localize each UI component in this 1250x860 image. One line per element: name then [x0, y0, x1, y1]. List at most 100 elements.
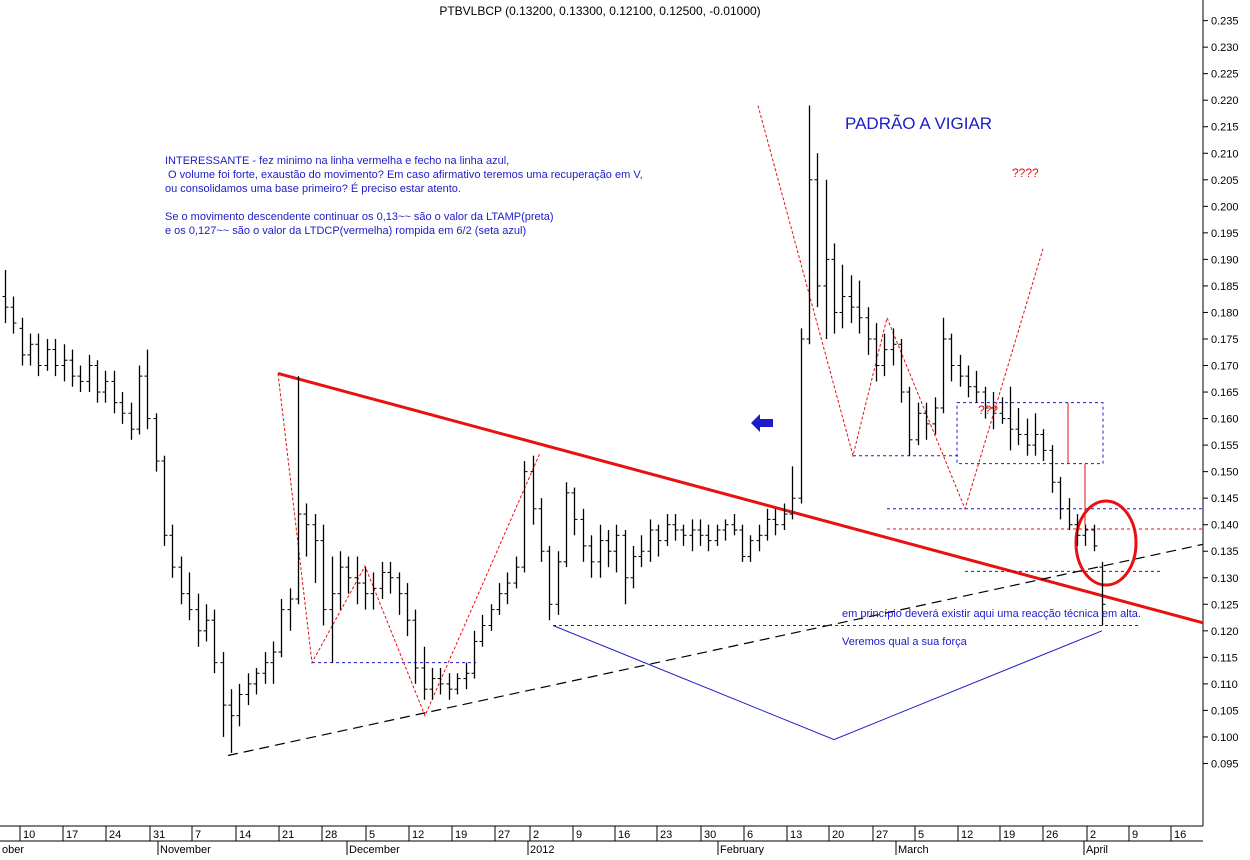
month-tick-label: December — [349, 844, 400, 855]
ohlc-bar — [680, 524, 687, 546]
day-tick-label: 9 — [1132, 829, 1138, 841]
ohlc-bar — [555, 551, 562, 615]
day-tick-label: 16 — [1174, 829, 1186, 841]
ohlc-bar — [915, 402, 922, 446]
ohlc-bar — [571, 487, 578, 536]
ohlc-bar — [471, 630, 478, 679]
price-tick-label: 0.185 — [1211, 281, 1239, 293]
ohlc-bar — [437, 667, 444, 695]
annotation-interessante: INTERESSANTE - fez minimo na linha verme… — [165, 155, 509, 167]
ohlc-bar — [128, 402, 135, 440]
price-tick-label: 0.230 — [1211, 42, 1239, 54]
price-tick-label: 0.120 — [1211, 626, 1239, 638]
day-tick-label: 28 — [325, 829, 337, 841]
ohlc-bar — [19, 317, 26, 366]
ohlc-bar — [689, 519, 696, 552]
ohlc-bar — [262, 652, 269, 684]
ohlc-bar — [731, 514, 738, 536]
month-tick-label: February — [720, 844, 765, 855]
day-tick-label: 30 — [704, 829, 716, 841]
ohlc-bar — [303, 503, 310, 557]
ohlc-bar — [94, 360, 101, 403]
ohlc-bar — [672, 514, 679, 541]
ohlc-bar — [287, 588, 294, 631]
ohlc-bar — [789, 466, 796, 520]
price-tick-label: 0.210 — [1211, 148, 1239, 160]
ohlc-bar — [705, 524, 712, 552]
ohlc-bar — [839, 264, 846, 329]
red-circle-highlight — [1074, 499, 1138, 587]
ohlc-bar — [102, 370, 109, 403]
price-tick-label: 0.180 — [1211, 307, 1239, 319]
ohlc-bar — [940, 317, 947, 414]
ohlc-bar — [404, 583, 411, 637]
ohlc-bar — [69, 349, 76, 387]
price-tick-label: 0.175 — [1211, 334, 1239, 346]
day-tick-label: 10 — [23, 829, 35, 841]
ohlc-bar — [546, 545, 553, 621]
price-tick-label: 0.115 — [1211, 652, 1238, 664]
ohlc-bar — [865, 307, 872, 355]
ohlc-bar — [396, 572, 403, 615]
blue-v-projection — [552, 625, 1103, 741]
ohlc-bar — [354, 556, 361, 605]
ohlc-bar — [228, 689, 235, 753]
ohlc-bar — [245, 673, 252, 706]
ohlc-bar — [714, 524, 721, 546]
day-tick-label: 13 — [790, 829, 802, 841]
ohlc-bar — [387, 561, 394, 594]
blue-arrow-icon — [751, 414, 773, 432]
ohlc-bar — [1082, 524, 1089, 546]
ohlc-bars — [2, 105, 1106, 753]
ohlc-bar — [1015, 407, 1022, 446]
ohlc-bar — [153, 413, 160, 472]
ohlc-bar — [496, 583, 503, 615]
ohlc-bar — [337, 551, 344, 610]
ohlc-bar — [588, 535, 595, 578]
ohlc-bar — [345, 556, 352, 594]
month-tick-label: November — [160, 844, 211, 855]
day-tick-label: 20 — [832, 829, 844, 841]
ohlc-bar — [999, 397, 1006, 424]
ohlc-bar — [613, 524, 620, 573]
day-tick-label: 19 — [455, 829, 467, 841]
price-tick-label: 0.095 — [1211, 758, 1239, 770]
annotation-question-3: ??? — [978, 403, 998, 417]
ohlc-bar — [136, 365, 143, 435]
price-tick-label: 0.200 — [1211, 201, 1239, 213]
ohlc-bar — [253, 667, 260, 695]
chart-title: PTBVLBCP (0.13200, 0.13300, 0.12100, 0.1… — [439, 4, 760, 18]
annotation-consolidamos: ou consolidamos uma base primeiro? É pre… — [165, 182, 461, 195]
ohlc-bar — [806, 105, 813, 345]
ohlc-bar — [2, 270, 9, 324]
ohlc-bar — [186, 572, 193, 621]
ohlc-bar — [270, 641, 277, 684]
ohlc-bar — [965, 365, 972, 398]
day-tick-label: 19 — [1003, 829, 1015, 841]
ohlc-bar — [421, 646, 428, 700]
day-tick-label: 24 — [109, 829, 121, 841]
ohlc-bar — [973, 370, 980, 403]
ohlc-bar — [1032, 413, 1039, 456]
price-tick-label: 0.155 — [1211, 440, 1239, 452]
ohlc-bar — [890, 328, 897, 366]
price-tick-label: 0.195 — [1211, 228, 1239, 240]
ohlc-bar — [638, 535, 645, 568]
blue-dotted-range-box — [956, 402, 1104, 465]
ohlc-bar — [513, 556, 520, 589]
red-resistance-line — [277, 372, 1204, 625]
ohlc-bar — [479, 614, 486, 647]
drawings — [227, 105, 1204, 757]
ohlc-bar — [563, 482, 570, 568]
ohlc-bar — [412, 609, 419, 684]
price-tick-label: 0.125 — [1211, 599, 1239, 611]
black-support-dashed-line — [227, 543, 1204, 757]
ohlc-bar — [169, 524, 176, 578]
ohlc-bar — [161, 455, 168, 546]
ohlc-bar — [898, 338, 905, 403]
ohlc-bar — [814, 153, 821, 308]
annotation-ltamp: Se o movimento descendente continuar os … — [165, 211, 553, 223]
annotation-volume: O volume foi forte, exaustão do moviment… — [165, 169, 643, 181]
